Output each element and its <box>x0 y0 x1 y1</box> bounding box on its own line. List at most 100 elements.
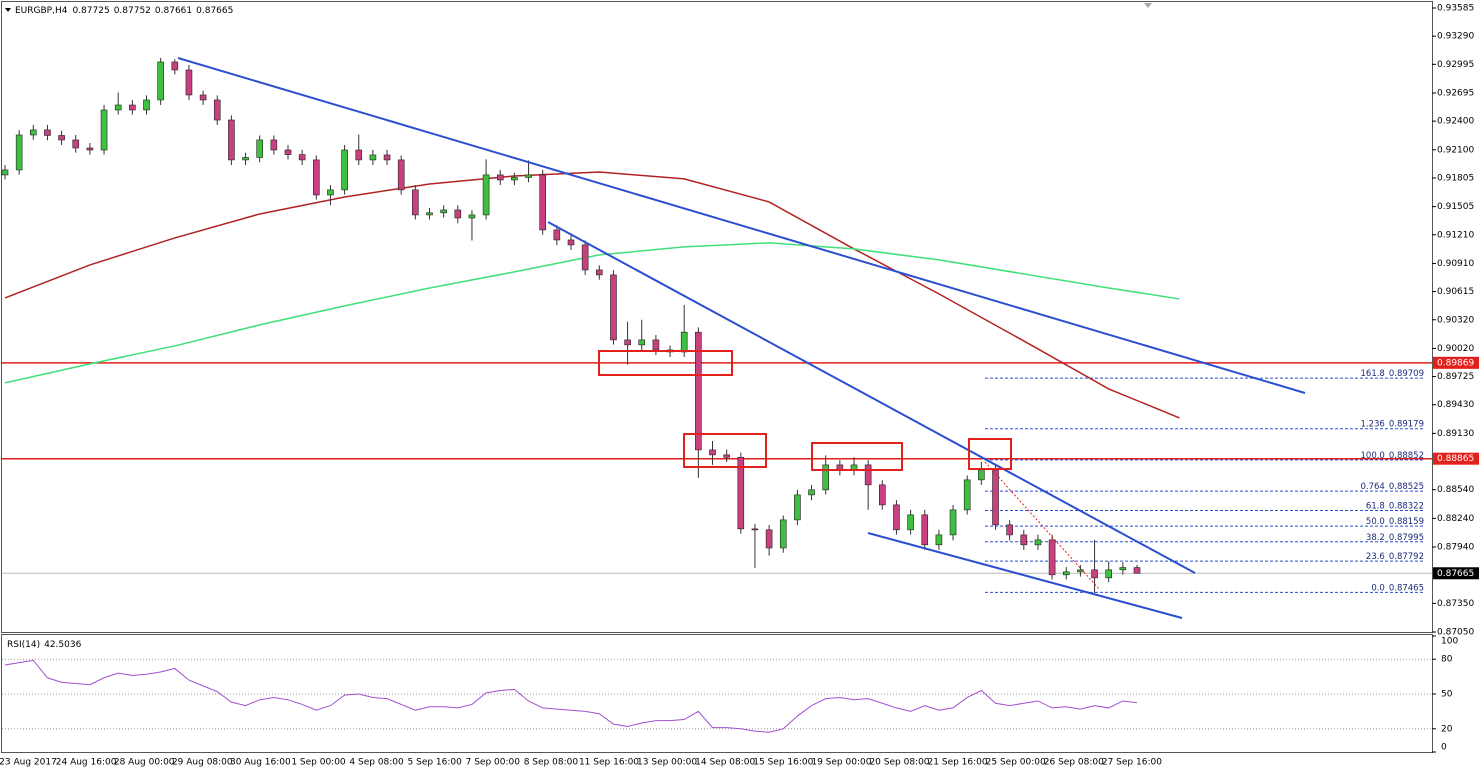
candle-body <box>963 479 971 511</box>
fib-label: 61.8 0.88322 <box>1366 501 1424 511</box>
candle-body <box>1119 567 1127 571</box>
candle-body <box>1077 569 1084 573</box>
candle-body <box>100 109 108 151</box>
level-label: 0.89869 <box>1437 358 1474 368</box>
header-low: 0.87661 <box>155 6 192 16</box>
candle-body <box>595 269 603 276</box>
rsi-tick-label: 100 <box>1441 637 1458 647</box>
candle-body <box>709 449 716 456</box>
scroll-marker <box>1144 3 1152 8</box>
candle-body <box>723 454 730 458</box>
candle-body <box>482 174 490 216</box>
candle-body <box>610 274 617 341</box>
plot-layer: 161.8 0.89709 1.236 0.89179 100.0 0.88852 0.76… <box>1 57 1432 733</box>
rsi-last-value: 42.5036 <box>44 640 81 650</box>
candle-body <box>992 469 999 526</box>
level-tag <box>1433 356 1479 369</box>
x-tick-label: 15 Sep 16:00 <box>753 758 813 768</box>
header-close: 0.87665 <box>196 6 233 16</box>
x-tick-label: 21 Sep 16:00 <box>928 758 988 768</box>
y-tick-label: 0.89430 <box>1437 400 1474 410</box>
fib-level: 61.8 <box>1366 501 1385 511</box>
candle-body <box>383 154 391 161</box>
fib-label: 50.0 0.88159 <box>1366 517 1424 527</box>
candle-body <box>567 239 575 246</box>
price-tag <box>1433 567 1479 580</box>
fib-price: 0.87995 <box>1389 532 1424 542</box>
candle-body <box>397 159 405 191</box>
fib-label: 38.2 0.87995 <box>1366 532 1424 542</box>
y-tick-label: 0.88240 <box>1437 514 1474 524</box>
candle-body <box>312 159 320 196</box>
price-label: 0.87665 <box>1437 569 1474 579</box>
fib-level: 0.0 <box>1371 583 1385 593</box>
candle-body <box>355 149 363 161</box>
candle-body <box>327 189 334 196</box>
candle-body <box>638 339 646 346</box>
candle-body <box>822 464 830 491</box>
x-tick-label: 30 Aug 16:00 <box>230 758 291 768</box>
fib-level: 1.236 <box>1361 419 1385 429</box>
candle-body <box>652 339 660 351</box>
y-tick-label: 0.89725 <box>1437 372 1474 382</box>
y-tick-label: 0.87940 <box>1437 543 1474 553</box>
y-tick-label: 0.92695 <box>1437 88 1474 98</box>
candle-body <box>171 61 179 71</box>
fib-price: 0.89709 <box>1389 369 1424 379</box>
highlight-box <box>968 438 1012 470</box>
candle-body <box>624 339 631 346</box>
level-label: 0.88865 <box>1437 454 1474 464</box>
trend-line <box>177 57 1306 394</box>
header-open: 0.87725 <box>72 6 109 16</box>
rsi-title: RSI(14) <box>7 640 40 650</box>
candle-body <box>86 147 94 151</box>
candle-body <box>298 154 306 161</box>
y-tick-label: 0.92400 <box>1437 117 1474 127</box>
x-tick-label: 5 Sep 16:00 <box>408 758 463 768</box>
y-tick-label: 0.87050 <box>1437 628 1474 638</box>
rsi-tick-label: 50 <box>1441 690 1453 700</box>
candle-body <box>228 119 235 161</box>
y-tick-label: 0.90615 <box>1437 287 1474 297</box>
candle-body <box>454 209 462 219</box>
candle-body <box>1048 539 1056 576</box>
candle-body <box>1034 539 1042 546</box>
rsi-line <box>4 659 1138 733</box>
fib-level: 100.0 <box>1361 450 1385 460</box>
x-tick-label: 19 Sep 00:00 <box>811 758 871 768</box>
candle-body <box>765 529 773 549</box>
fib-price: 0.88159 <box>1389 517 1424 527</box>
highlight-box <box>598 350 733 376</box>
candle-body <box>864 464 872 486</box>
x-tick-label: 13 Sep 00:00 <box>637 758 697 768</box>
rsi-tick-label: 80 <box>1441 655 1453 665</box>
drawing-objects <box>177 3 1306 619</box>
candle-body <box>369 154 377 161</box>
candle-body <box>468 214 476 219</box>
candle-body <box>72 139 80 149</box>
candle-body <box>878 484 886 506</box>
candle-body <box>1091 569 1098 579</box>
header-high: 0.87752 <box>114 6 151 16</box>
fib-label: 0.764 0.88525 <box>1361 482 1425 492</box>
moving-average <box>4 171 1180 419</box>
candle-body <box>1133 567 1141 574</box>
fib-level: 161.8 <box>1361 369 1385 379</box>
x-tick-label: 7 Sep 00:00 <box>466 758 521 768</box>
fib-label: 0.0 0.87465 <box>1371 583 1424 593</box>
candle-body <box>426 212 433 216</box>
x-tick-label: 4 Sep 08:00 <box>349 758 404 768</box>
fib-level: 23.6 <box>1366 552 1385 562</box>
fib-label: 23.6 0.87792 <box>1366 552 1424 562</box>
candle-body <box>143 99 150 111</box>
x-tick-label: 28 Aug 00:00 <box>114 758 175 768</box>
main-panel-frame <box>1 1 1433 633</box>
candle-body <box>213 99 221 121</box>
candle-body <box>907 514 914 531</box>
candle-body <box>737 456 745 530</box>
x-tick-label: 23 Aug 2017 <box>0 758 57 768</box>
fib-level: 50.0 <box>1366 517 1385 527</box>
trend-line <box>867 532 1183 619</box>
candle-body <box>114 104 122 111</box>
candle-body <box>242 157 249 161</box>
